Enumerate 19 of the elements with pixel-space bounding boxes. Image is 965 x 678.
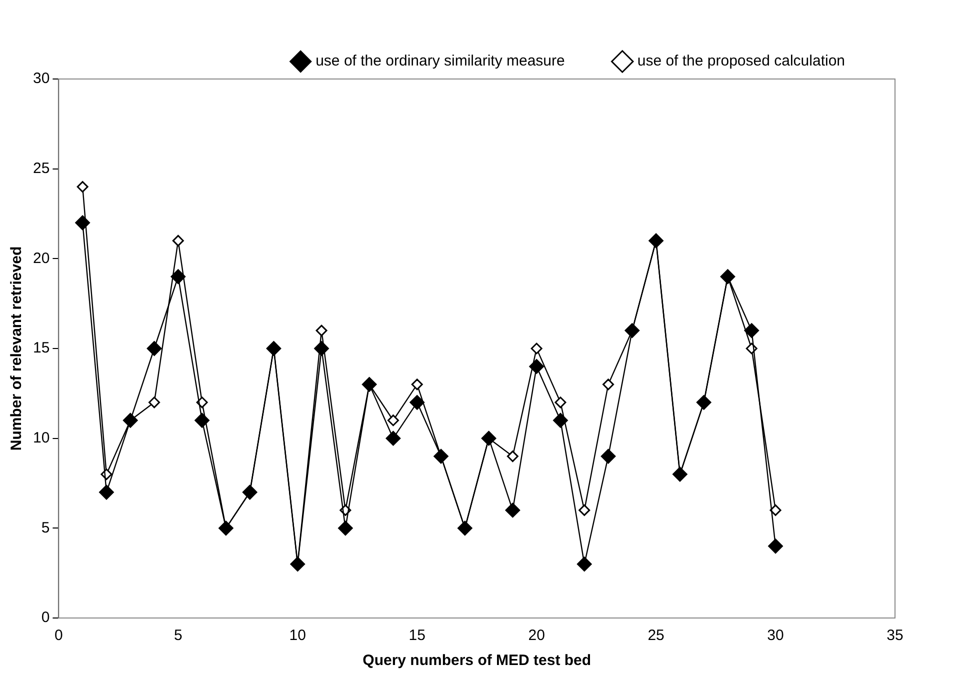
legend-label: use of the ordinary similarity measure bbox=[316, 52, 565, 70]
y-tick-label: 25 bbox=[32, 160, 50, 177]
y-tick-label: 30 bbox=[32, 70, 50, 88]
x-tick-label: 25 bbox=[648, 627, 664, 644]
y-tick-label: 20 bbox=[32, 250, 50, 267]
x-tick-label: 30 bbox=[767, 627, 784, 644]
y-tick-label: 10 bbox=[32, 429, 50, 446]
x-tick-label: 35 bbox=[886, 627, 904, 644]
x-tick-label: 0 bbox=[54, 627, 63, 644]
y-tick-label: 15 bbox=[32, 340, 50, 357]
y-tick-label: 5 bbox=[41, 519, 50, 536]
x-tick-label: 5 bbox=[174, 627, 182, 644]
x-axis-title: Query numbers of MED test bed bbox=[362, 652, 592, 670]
x-tick-label: 20 bbox=[528, 627, 545, 644]
y-tick-label: 0 bbox=[41, 609, 50, 626]
x-tick-label: 10 bbox=[289, 627, 306, 644]
legend-label: use of the proposed calculation bbox=[637, 52, 846, 70]
y-axis-title: Number of relevant retrieved bbox=[8, 246, 26, 451]
x-tick-label: 15 bbox=[408, 627, 426, 644]
